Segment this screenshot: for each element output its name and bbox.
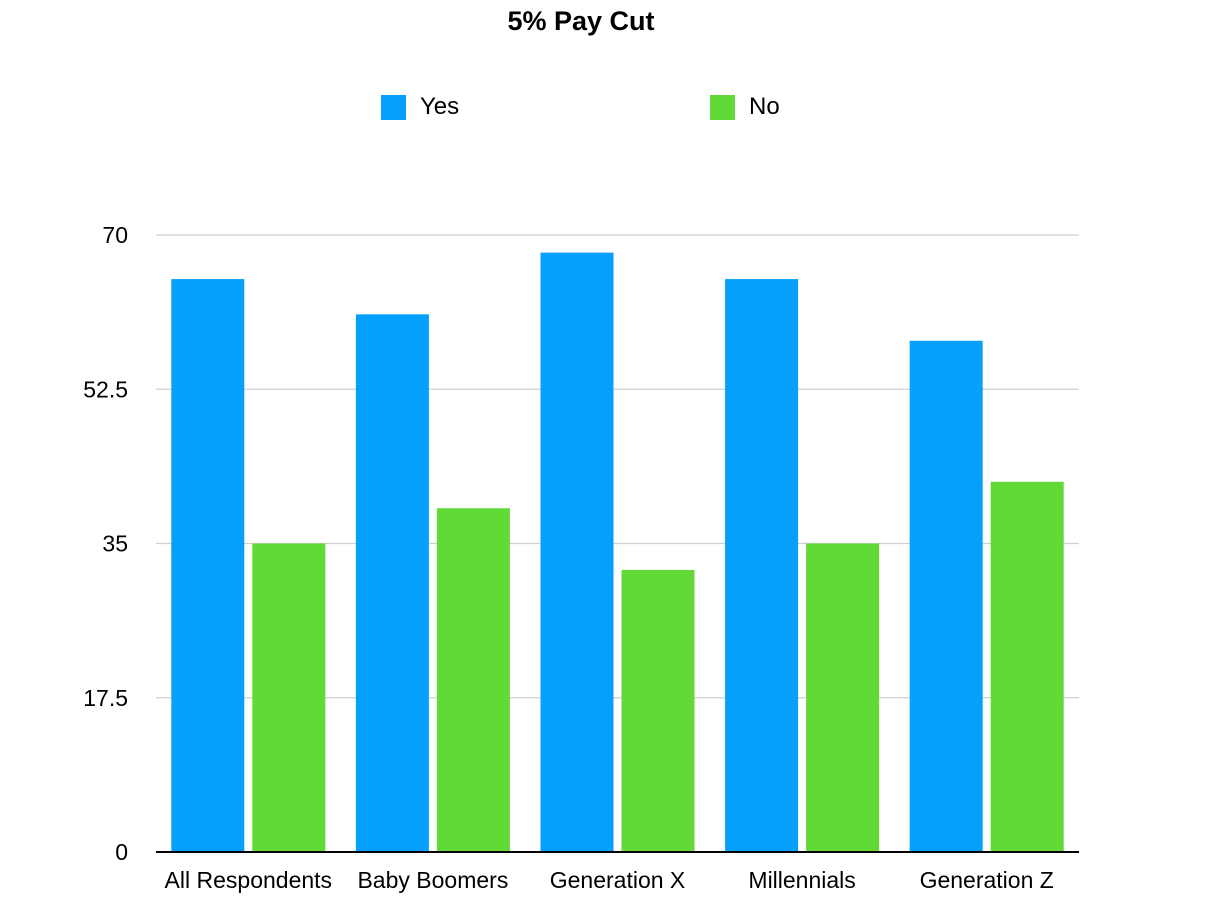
bar-yes-all-respondents xyxy=(171,279,245,853)
y-tick-label: 35 xyxy=(102,531,128,557)
x-tick-label: All Respondents xyxy=(165,867,333,893)
legend-swatch-no xyxy=(710,94,735,120)
bar-no-baby-boomers xyxy=(436,508,510,852)
legend-item-no: No xyxy=(710,92,780,122)
x-tick-label: Millennials xyxy=(748,867,855,893)
y-tick-label: 70 xyxy=(102,222,128,248)
bar-yes-generation-x xyxy=(540,252,614,853)
y-tick-label: 17.5 xyxy=(83,685,128,711)
bar-yes-millennials xyxy=(725,279,799,853)
legend-label-yes: Yes xyxy=(420,93,460,120)
y-tick-label: 0 xyxy=(115,839,128,865)
legend-label-no: No xyxy=(749,93,780,120)
bar-no-millennials xyxy=(806,543,880,852)
y-tick-label: 52.5 xyxy=(83,376,128,402)
chart-title: 5% Pay Cut xyxy=(507,6,655,36)
bar-yes-generation-z xyxy=(909,340,983,852)
bar-no-all-respondents xyxy=(252,543,326,852)
legend-swatch-yes xyxy=(381,94,406,120)
legend-item-yes: Yes xyxy=(381,92,459,122)
bar-no-generation-z xyxy=(990,481,1064,852)
bar-no-generation-x xyxy=(621,569,695,852)
x-tick-label: Baby Boomers xyxy=(357,867,508,893)
x-tick-label: Generation X xyxy=(550,867,686,893)
bar-yes-baby-boomers xyxy=(355,314,429,852)
x-tick-label: Generation Z xyxy=(920,867,1054,893)
